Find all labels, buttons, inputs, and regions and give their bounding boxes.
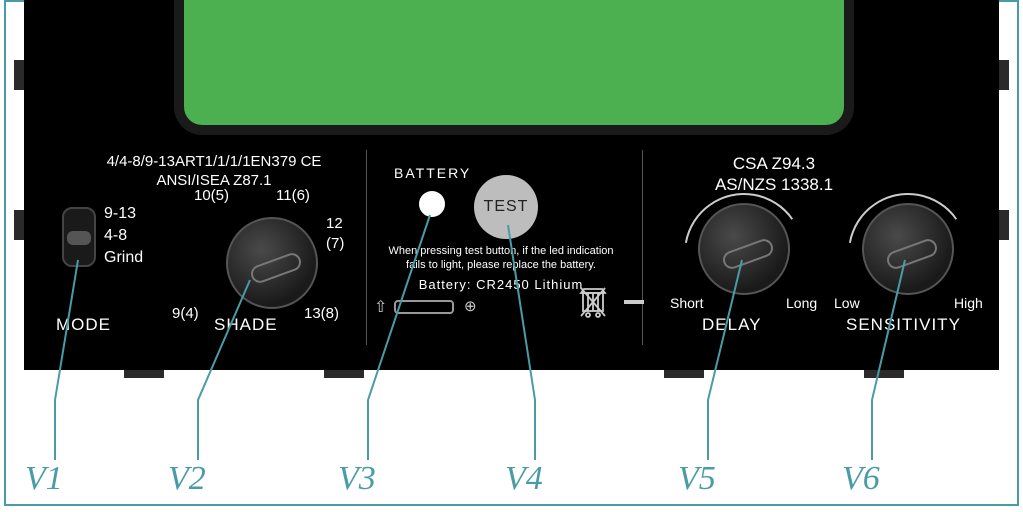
delay-title: DELAY — [702, 315, 762, 335]
certification-left: 4/4-8/9-13ART1/1/1/1EN379 CE ANSI/ISEA Z… — [74, 153, 354, 191]
callout-label-v1: V1 — [25, 460, 63, 498]
control-panel: 4/4-8/9-13ART1/1/1/1EN379 CE ANSI/ISEA Z… — [24, 145, 999, 370]
device-body: 4/4-8/9-13ART1/1/1/1EN379 CE ANSI/ISEA Z… — [24, 0, 999, 370]
sensitivity-title: SENSITIVITY — [846, 315, 961, 335]
shade-tick-label: 9(4) — [172, 305, 199, 322]
test-note-line: fails to light, please replace the batte… — [376, 259, 626, 273]
battery-label: BATTERY — [394, 165, 471, 181]
test-note-line: When pressing test button, if the led in… — [376, 245, 626, 259]
notch — [999, 210, 1009, 240]
sensitivity-knob[interactable] — [862, 203, 954, 295]
callout-label-v5: V5 — [678, 460, 716, 498]
callout-label-v3: V3 — [338, 460, 376, 498]
panel-divider — [642, 150, 643, 345]
mode-option: Grind — [104, 247, 143, 269]
certification-right: CSA Z94.3 AS/NZS 1338.1 — [644, 153, 904, 196]
mode-options: 9-13 4-8 Grind — [104, 203, 143, 269]
cert-text: 4/4-8/9-13ART1/1/1/1EN379 CE — [74, 153, 354, 172]
test-note: When pressing test button, if the led in… — [376, 245, 626, 273]
mode-option: 4-8 — [104, 225, 143, 247]
shade-knob[interactable] — [226, 217, 318, 309]
battery-slot-icon — [394, 300, 454, 314]
callout-label-v2: V2 — [168, 460, 206, 498]
cert-text: AS/NZS 1338.1 — [644, 174, 904, 195]
sensitivity-max-label: High — [954, 295, 983, 311]
shade-title: SHADE — [214, 315, 278, 335]
viewing-lens — [174, 0, 854, 135]
mode-slot — [62, 207, 96, 267]
plus-in-circle-icon: ⊕ — [464, 297, 477, 315]
mode-handle[interactable] — [67, 231, 91, 245]
callout-label-v6: V6 — [842, 460, 880, 498]
shade-tick-label: 12 — [326, 215, 343, 232]
minus-icon — [624, 300, 644, 304]
weee-bin-icon — [578, 285, 608, 319]
notch — [324, 370, 364, 378]
mode-title: MODE — [56, 315, 111, 335]
delay-max-label: Long — [786, 295, 817, 311]
notch — [124, 370, 164, 378]
test-button-label: TEST — [484, 198, 529, 216]
cert-text: CSA Z94.3 — [644, 153, 904, 174]
delay-knob[interactable] — [698, 203, 790, 295]
mode-switch[interactable]: 9-13 4-8 Grind — [62, 207, 112, 281]
notch — [864, 370, 904, 378]
battery-led-icon — [419, 191, 445, 217]
shade-tick-label: 11(6) — [276, 187, 310, 204]
mode-option: 9-13 — [104, 203, 143, 225]
delay-min-label: Short — [670, 295, 703, 311]
test-button[interactable]: TEST — [474, 175, 538, 239]
notch — [664, 370, 704, 378]
arrow-up-icon: ⇧ — [374, 297, 387, 317]
shade-tick-label: (7) — [326, 235, 344, 252]
notch — [999, 60, 1009, 90]
sensitivity-min-label: Low — [834, 295, 860, 311]
panel-divider — [366, 150, 367, 345]
callout-label-v4: V4 — [505, 460, 543, 498]
shade-tick-label: 13(8) — [304, 305, 339, 322]
shade-tick-label: 10(5) — [194, 187, 229, 204]
notch — [14, 210, 24, 240]
notch — [14, 60, 24, 90]
